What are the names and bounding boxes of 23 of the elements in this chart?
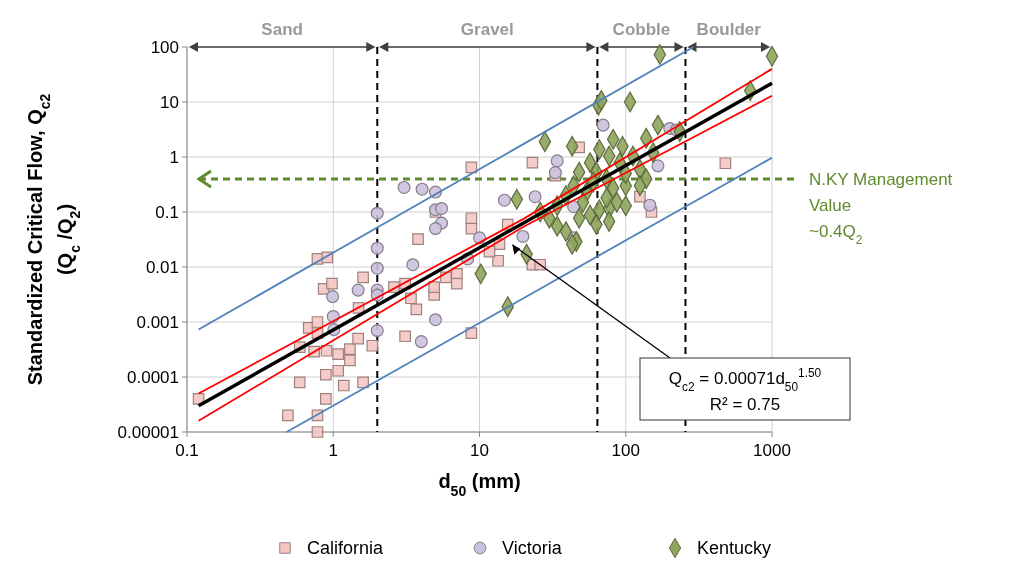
x-tick-label: 0.1 bbox=[175, 441, 199, 460]
x-tick-label: 1000 bbox=[753, 441, 791, 460]
y-tick-label: 0.01 bbox=[145, 258, 179, 277]
legend-label: Kentucky bbox=[697, 538, 772, 558]
text: Boulder bbox=[696, 20, 762, 39]
ref-line-label: N.KY Management Value ~0.4Q$_{2}$ bbox=[809, 169, 953, 247]
x-tick-label: 10 bbox=[470, 441, 489, 460]
text: Cobble bbox=[612, 20, 671, 39]
y-tick-label: 0.0001 bbox=[127, 368, 179, 387]
text: Gravel bbox=[460, 20, 514, 39]
y-tick-label: 100 bbox=[150, 38, 179, 57]
y-tick-label: 1 bbox=[169, 148, 179, 167]
x-tick-label: 1 bbox=[328, 441, 338, 460]
legend-label: Victoria bbox=[502, 538, 563, 558]
y-tick-label: 0.001 bbox=[136, 313, 179, 332]
x-tick-label: 100 bbox=[611, 441, 640, 460]
y-tick-label: 0.00001 bbox=[117, 423, 179, 442]
legend-label: California bbox=[307, 538, 385, 558]
text: Sand bbox=[261, 20, 303, 39]
y-tick-label: 0.1 bbox=[155, 203, 179, 222]
y-tick-label: 10 bbox=[160, 93, 179, 112]
x-axis-title: d$_{50}$ (mm) bbox=[438, 470, 521, 499]
annotation: R² = 0.75 bbox=[709, 395, 781, 414]
